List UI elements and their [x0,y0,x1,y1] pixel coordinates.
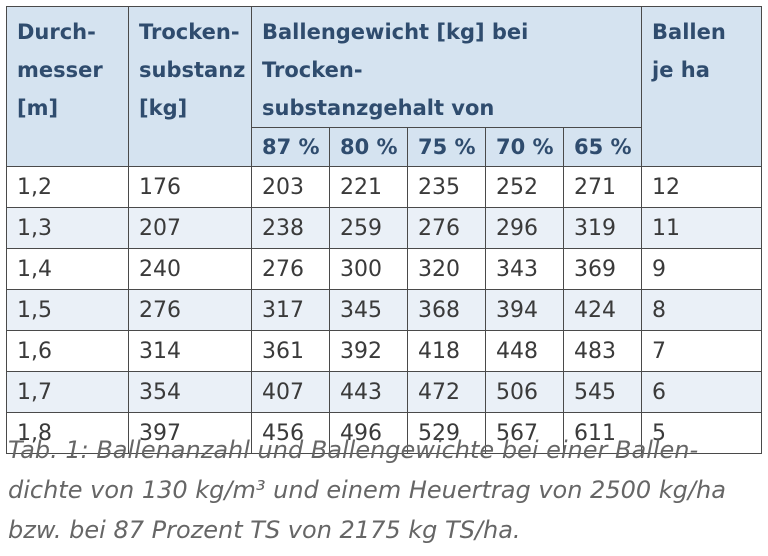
cell-weight-65: 545 [562,371,643,413]
cell-weight-75: 276 [407,207,486,249]
cell-weight-87: 238 [251,207,330,249]
cell-weight-70: 506 [485,371,564,413]
cell-weight-87: 456 [251,412,330,454]
cell-weight-80: 345 [329,289,408,331]
cell-weight-65: 319 [562,207,643,249]
header-diameter-line1: Durch- [17,20,96,44]
table-row: 1,2 176 203 221 235 252 271 12 [6,166,763,208]
header-ts-80: 80 % [329,127,408,167]
caption-line2: dichte von 130 kg/m³ und einem Heuertrag… [8,476,726,504]
cell-weight-87: 317 [251,289,330,331]
cell-bales-per-ha: 7 [641,330,763,372]
table-row: 1,4 240 276 300 320 343 369 9 [6,248,763,290]
cell-diameter: 1,7 [6,371,129,413]
table-row: 1,8 397 456 496 529 567 611 5 [6,412,763,454]
bale-weight-table: Durch- messer [m] Trocken- substanz [kg]… [6,6,763,454]
header-bale-weight-group: Ballengewicht [kg] bei Trocken- substanz… [250,6,643,128]
table-row: 1,7 354 407 443 472 506 545 6 [6,371,763,413]
cell-diameter: 1,4 [6,248,129,290]
cell-weight-75: 368 [407,289,486,331]
cell-diameter: 1,5 [6,289,129,331]
table-row: 1,3 207 238 259 276 296 319 11 [6,207,763,249]
cell-weight-65: 271 [562,166,643,208]
cell-weight-80: 221 [329,166,408,208]
cell-weight-70: 343 [485,248,564,290]
cell-weight-70: 567 [485,412,564,454]
cell-dry-matter: 276 [128,289,252,331]
caption-line3: bzw. bei 87 Prozent TS von 2175 kg TS/ha… [8,516,521,544]
cell-dry-matter: 240 [128,248,252,290]
cell-weight-70: 252 [485,166,564,208]
cell-weight-65: 611 [562,412,643,454]
cell-dry-matter: 207 [128,207,252,249]
cell-weight-75: 418 [407,330,486,372]
cell-diameter: 1,6 [6,330,129,372]
caption-line1: Tab. 1: Ballenanzahl und Ballengewichte … [8,436,699,464]
cell-weight-75: 320 [407,248,486,290]
cell-diameter: 1,8 [6,412,129,454]
cell-bales-per-ha: 11 [641,207,763,249]
cell-weight-87: 276 [251,248,330,290]
cell-bales-per-ha: 5 [641,412,763,454]
cell-weight-70: 394 [485,289,564,331]
header-ts-65: 65 % [562,127,643,167]
cell-weight-65: 369 [562,248,643,290]
header-group-line2: substanzgehalt von [262,96,495,120]
header-bales-line2: je ha [652,58,710,82]
header-bales-per-ha: Ballen je ha [641,6,763,167]
header-dry-matter-line2: substanz [139,58,246,82]
cell-bales-per-ha: 6 [641,371,763,413]
header-ts-87: 87 % [251,127,330,167]
cell-weight-80: 496 [329,412,408,454]
cell-dry-matter: 314 [128,330,252,372]
cell-weight-65: 483 [562,330,643,372]
header-ts-75: 75 % [407,127,486,167]
cell-dry-matter: 354 [128,371,252,413]
header-diameter-line3: [m] [17,96,59,120]
header-dry-matter-line3: [kg] [139,96,188,120]
cell-weight-80: 392 [329,330,408,372]
cell-weight-87: 203 [251,166,330,208]
cell-weight-70: 296 [485,207,564,249]
table-row: 1,5 276 317 345 368 394 424 8 [6,289,763,331]
cell-weight-80: 259 [329,207,408,249]
cell-weight-70: 448 [485,330,564,372]
cell-diameter: 1,3 [6,207,129,249]
header-diameter-line2: messer [17,58,103,82]
cell-diameter: 1,2 [6,166,129,208]
cell-dry-matter: 176 [128,166,252,208]
header-group-line1: Ballengewicht [kg] bei Trocken- [262,20,529,82]
cell-weight-75: 472 [407,371,486,413]
cell-weight-80: 300 [329,248,408,290]
cell-weight-75: 235 [407,166,486,208]
cell-bales-per-ha: 8 [641,289,763,331]
cell-weight-65: 424 [562,289,643,331]
header-bales-line1: Ballen [652,20,726,44]
header-ts-70: 70 % [485,127,564,167]
header-diameter: Durch- messer [m] [6,6,129,167]
table-caption: Tab. 1: Ballenanzahl und Ballengewichte … [8,430,760,550]
header-dry-matter: Trocken- substanz [kg] [128,6,252,167]
cell-bales-per-ha: 12 [641,166,763,208]
cell-weight-87: 407 [251,371,330,413]
cell-weight-80: 443 [329,371,408,413]
cell-bales-per-ha: 9 [641,248,763,290]
table-row: 1,6 314 361 392 418 448 483 7 [6,330,763,372]
header-dry-matter-line1: Trocken- [139,20,240,44]
cell-weight-87: 361 [251,330,330,372]
